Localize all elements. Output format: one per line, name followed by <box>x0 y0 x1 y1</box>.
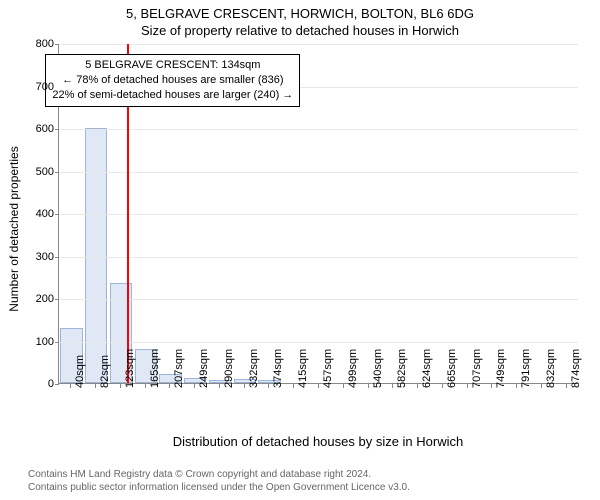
xtick-mark <box>566 384 567 388</box>
xtick-mark <box>219 384 220 388</box>
gridline <box>59 129 578 130</box>
xtick-label: 332sqm <box>248 349 260 388</box>
annotation-line: 5 BELGRAVE CRESCENT: 134sqm <box>52 58 293 73</box>
ytick-label: 200 <box>24 293 54 305</box>
xtick-mark <box>244 384 245 388</box>
xtick-label: 540sqm <box>372 349 384 388</box>
ytick-label: 100 <box>24 336 54 348</box>
xtick-mark <box>368 384 369 388</box>
gridline <box>59 299 578 300</box>
y-axis-label: Number of detached properties <box>7 146 21 311</box>
xtick-label: 499sqm <box>347 349 359 388</box>
xtick-mark <box>516 384 517 388</box>
footer-line-2: Contains public sector information licen… <box>28 482 410 493</box>
annotation-line: 22% of semi-detached houses are larger (… <box>52 88 293 103</box>
ytick-mark <box>55 257 59 258</box>
xtick-label: 874sqm <box>570 349 582 388</box>
ytick-label: 500 <box>24 166 54 178</box>
chart-area: Number of detached properties 5 BELGRAVE… <box>58 44 578 414</box>
ytick-label: 600 <box>24 123 54 135</box>
xtick-mark <box>194 384 195 388</box>
footer-line-1: Contains HM Land Registry data © Crown c… <box>28 469 371 480</box>
xtick-mark <box>467 384 468 388</box>
xtick-label: 374sqm <box>272 349 284 388</box>
xtick-label: 665sqm <box>446 349 458 388</box>
xtick-label: 624sqm <box>421 349 433 388</box>
xtick-label: 707sqm <box>471 349 483 388</box>
xtick-mark <box>95 384 96 388</box>
xtick-label: 40sqm <box>74 355 86 388</box>
xtick-label: 82sqm <box>99 355 111 388</box>
ytick-label: 700 <box>24 81 54 93</box>
gridline <box>59 257 578 258</box>
xtick-mark <box>318 384 319 388</box>
annotation-line: ← 78% of detached houses are smaller (83… <box>52 73 293 88</box>
xtick-mark <box>442 384 443 388</box>
xtick-mark <box>541 384 542 388</box>
xtick-label: 165sqm <box>149 349 161 388</box>
ytick-label: 0 <box>24 378 54 390</box>
xtick-mark <box>392 384 393 388</box>
histogram-bar <box>85 128 107 383</box>
ytick-mark <box>55 172 59 173</box>
xtick-label: 123sqm <box>124 349 136 388</box>
xtick-label: 290sqm <box>223 349 235 388</box>
xtick-mark <box>70 384 71 388</box>
plot-area: 5 BELGRAVE CRESCENT: 134sqm← 78% of deta… <box>58 44 578 384</box>
xtick-mark <box>120 384 121 388</box>
xtick-label: 457sqm <box>322 349 334 388</box>
ytick-mark <box>55 384 59 385</box>
annotation-box: 5 BELGRAVE CRESCENT: 134sqm← 78% of deta… <box>45 54 300 107</box>
ytick-mark <box>55 214 59 215</box>
xtick-mark <box>169 384 170 388</box>
ytick-mark <box>55 44 59 45</box>
xtick-label: 832sqm <box>545 349 557 388</box>
ytick-mark <box>55 129 59 130</box>
ytick-label: 800 <box>24 38 54 50</box>
gridline <box>59 172 578 173</box>
chart-subtitle: Size of property relative to detached ho… <box>0 23 600 40</box>
gridline <box>59 214 578 215</box>
xtick-mark <box>293 384 294 388</box>
ytick-mark <box>55 299 59 300</box>
ytick-label: 400 <box>24 208 54 220</box>
xtick-mark <box>417 384 418 388</box>
xtick-mark <box>268 384 269 388</box>
xtick-label: 415sqm <box>297 349 309 388</box>
chart-container: 5, BELGRAVE CRESCENT, HORWICH, BOLTON, B… <box>0 0 600 500</box>
xtick-mark <box>145 384 146 388</box>
ytick-mark <box>55 342 59 343</box>
gridline <box>59 44 578 45</box>
gridline <box>59 342 578 343</box>
xtick-label: 582sqm <box>396 349 408 388</box>
xtick-mark <box>343 384 344 388</box>
xtick-label: 249sqm <box>198 349 210 388</box>
xtick-label: 749sqm <box>495 349 507 388</box>
chart-title: 5, BELGRAVE CRESCENT, HORWICH, BOLTON, B… <box>0 0 600 23</box>
ytick-label: 300 <box>24 251 54 263</box>
xtick-label: 207sqm <box>173 349 185 388</box>
x-axis-label: Distribution of detached houses by size … <box>58 434 578 449</box>
xtick-mark <box>491 384 492 388</box>
xtick-label: 791sqm <box>520 349 532 388</box>
